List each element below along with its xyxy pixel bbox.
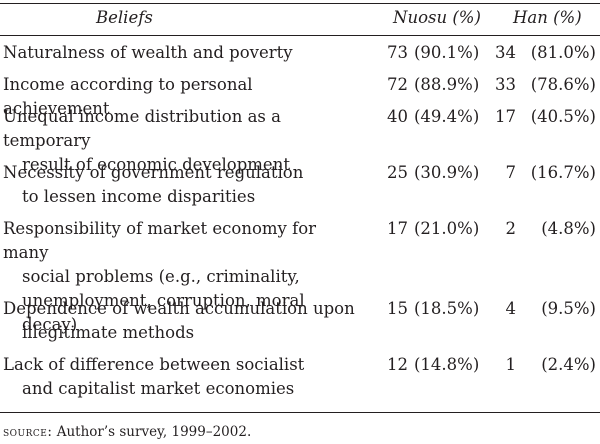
han-percent: (9.5%) (541, 299, 596, 318)
nuosu-percent: (18.5%) (414, 299, 480, 318)
nuosu-percent: (14.8%) (414, 355, 480, 374)
belief-line: Dependence of wealth accumulation upon (3, 299, 355, 318)
belief-line: to lessen income disparities (22, 187, 256, 206)
han-percent: (16.7%) (530, 163, 596, 182)
header-han: Han (%) (513, 8, 582, 27)
belief-cell: Dependence of wealth accumulation upon il… (3, 297, 363, 345)
nuosu-percent: (49.4%) (414, 107, 480, 126)
belief-cell: Income according to personal achievement (3, 73, 363, 121)
nuosu-percent: (30.9%) (414, 163, 480, 182)
belief-line: Responsibility of market economy for man… (3, 219, 317, 262)
belief-line: Necessity of government regulation (3, 163, 304, 182)
han-percent: (40.5%) (530, 107, 596, 126)
belief-line: Income according to personal achievement (3, 75, 253, 118)
han-percent: (78.6%) (530, 75, 596, 94)
han-count: 34 (495, 43, 516, 62)
belief-line: social problems (e.g., criminality, (22, 267, 300, 286)
nuosu-count: 15 (387, 299, 408, 318)
belief-cell: Responsibility of market economy for man… (3, 217, 363, 337)
header-rule (0, 35, 600, 36)
nuosu-count: 73 (387, 43, 408, 62)
header-nuosu: Nuosu (%) (393, 8, 481, 27)
nuosu-percent: (88.9%) (414, 75, 480, 94)
han-count: 2 (505, 219, 517, 238)
nuosu-count: 40 (387, 107, 408, 126)
han-percent: (4.8%) (541, 219, 596, 238)
nuosu-count: 17 (387, 219, 408, 238)
nuosu-count: 12 (387, 355, 408, 374)
source-label: source: (3, 424, 53, 440)
belief-line: unemployment, corruption, moral decay) (22, 291, 305, 334)
han-percent: (2.4%) (541, 355, 596, 374)
belief-line: result of economic development (22, 155, 290, 174)
nuosu-count: 25 (387, 163, 408, 182)
top-rule (0, 3, 600, 4)
belief-cell: Naturalness of wealth and poverty (3, 41, 363, 65)
belief-line: Lack of difference between socialist (3, 355, 305, 374)
han-count: 33 (495, 75, 516, 94)
han-count: 7 (505, 163, 517, 182)
bottom-rule (0, 412, 600, 413)
nuosu-count: 72 (387, 75, 408, 94)
source-note: source: Author’s survey, 1999–2002. (3, 424, 251, 440)
belief-cell: Necessity of government regulation to les… (3, 161, 363, 209)
han-count: 1 (505, 355, 517, 374)
header-beliefs: Beliefs (96, 8, 153, 27)
belief-cell: Unequal income distribution as a tempora… (3, 105, 363, 177)
han-count: 17 (495, 107, 516, 126)
nuosu-percent: (21.0%) (414, 219, 480, 238)
han-percent: (81.0%) (530, 43, 596, 62)
han-count: 4 (505, 299, 517, 318)
belief-line: Unequal income distribution as a tempora… (3, 107, 281, 150)
nuosu-percent: (90.1%) (414, 43, 480, 62)
source-text: Author’s survey, 1999–2002. (52, 424, 252, 440)
belief-line: illegitimate methods (22, 323, 195, 342)
belief-cell: Lack of difference between socialist and … (3, 353, 363, 401)
belief-line: Naturalness of wealth and poverty (3, 43, 293, 62)
belief-line: and capitalist market economies (22, 379, 295, 398)
